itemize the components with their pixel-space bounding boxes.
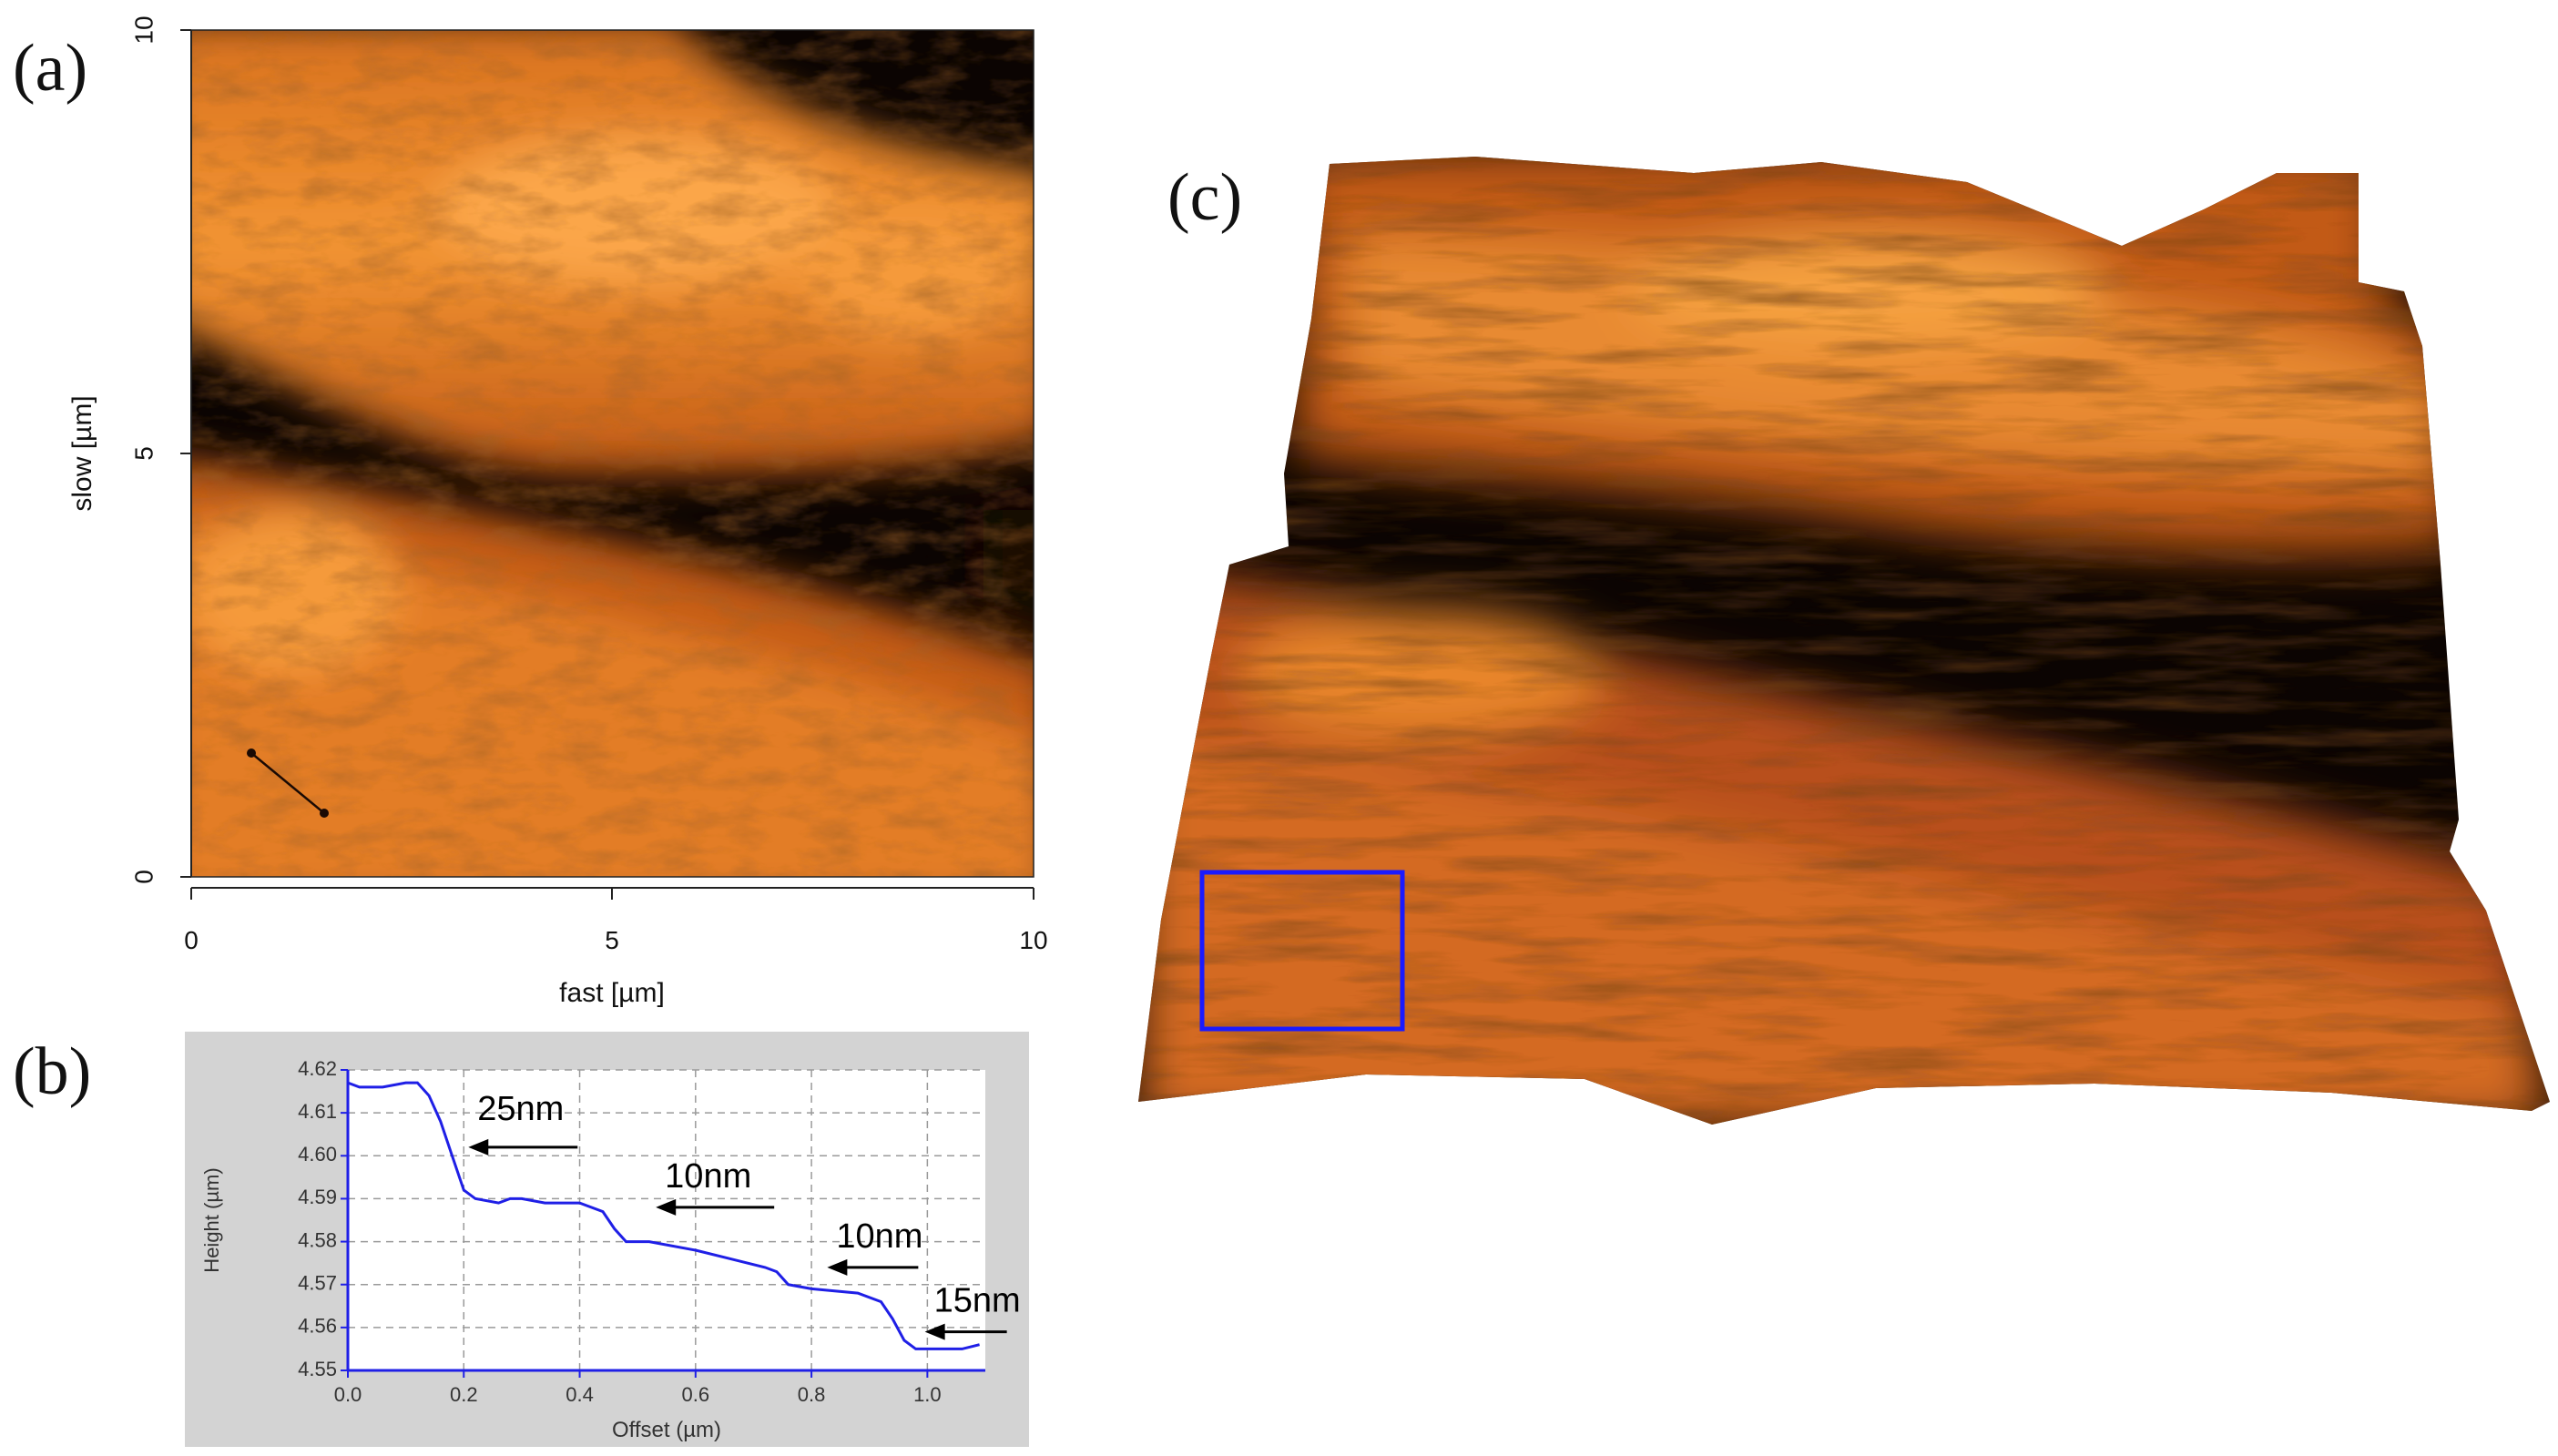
annotation-arrowhead [468,1138,489,1156]
y-tick-label: 4.58 [298,1228,337,1251]
panel-label-c: (c) [1167,160,1243,235]
panel-label-a: (a) [13,31,88,106]
y-tick-label: 4.62 [298,1057,337,1080]
x-tick-5: 5 [605,926,619,954]
afm-height-map: 10 5 0 slow [µm] 0 5 10 fast [µm] [67,15,1048,1008]
highlight-box [1199,870,1405,1032]
y-tick-0: 0 [129,870,158,884]
panel-label-b: (b) [13,1034,92,1109]
x-tick-label: 0.4 [566,1383,594,1406]
x-axis-label: Offset (µm) [612,1418,721,1442]
x-tick-0: 0 [184,926,199,954]
x-tick-10: 10 [1019,926,1047,954]
x-ticks: 0.0 0.2 0.4 0.6 0.8 1.0 [334,1370,942,1406]
y-tick-5: 5 [129,446,158,461]
annotation-label: 10nm [836,1217,922,1256]
y-axis-label: Height (µm) [200,1167,223,1272]
y-tick-label: 4.57 [298,1272,337,1295]
annotation-arrowhead [827,1258,848,1276]
x-tick-label: 0.6 [682,1383,710,1406]
x-tick-label: 0.8 [798,1383,826,1406]
y-tick-label: 4.61 [298,1100,337,1123]
y-tick-10: 10 [129,15,158,44]
annotation-label: 15nm [934,1282,1021,1320]
plot-area [348,1070,985,1370]
x-axis-label: fast [µm] [559,978,665,1008]
y-tick-label: 4.60 [298,1143,337,1166]
y-tick-label: 4.56 [298,1315,337,1338]
annotation-label: 25nm [477,1090,564,1128]
annotation-label: 10nm [665,1157,751,1196]
y-tick-label: 4.55 [298,1358,337,1380]
series-line [347,1081,980,1350]
y-tick-label: 4.59 [298,1186,337,1208]
x-tick-label: 1.0 [913,1383,942,1406]
y-axis-label: slow [µm] [67,395,97,511]
annotation-arrowhead [656,1198,677,1216]
x-tick-label: 0.2 [450,1383,478,1406]
height-profile-chart: 4.554.564.574.584.594.604.614.62 0.0 0.2 0… [185,1032,1029,1447]
x-tick-label: 0.0 [334,1383,362,1406]
step-annotations: 25nm 10nm 10nm 15nm [468,1090,1021,1340]
annotation-arrowhead [924,1323,945,1340]
